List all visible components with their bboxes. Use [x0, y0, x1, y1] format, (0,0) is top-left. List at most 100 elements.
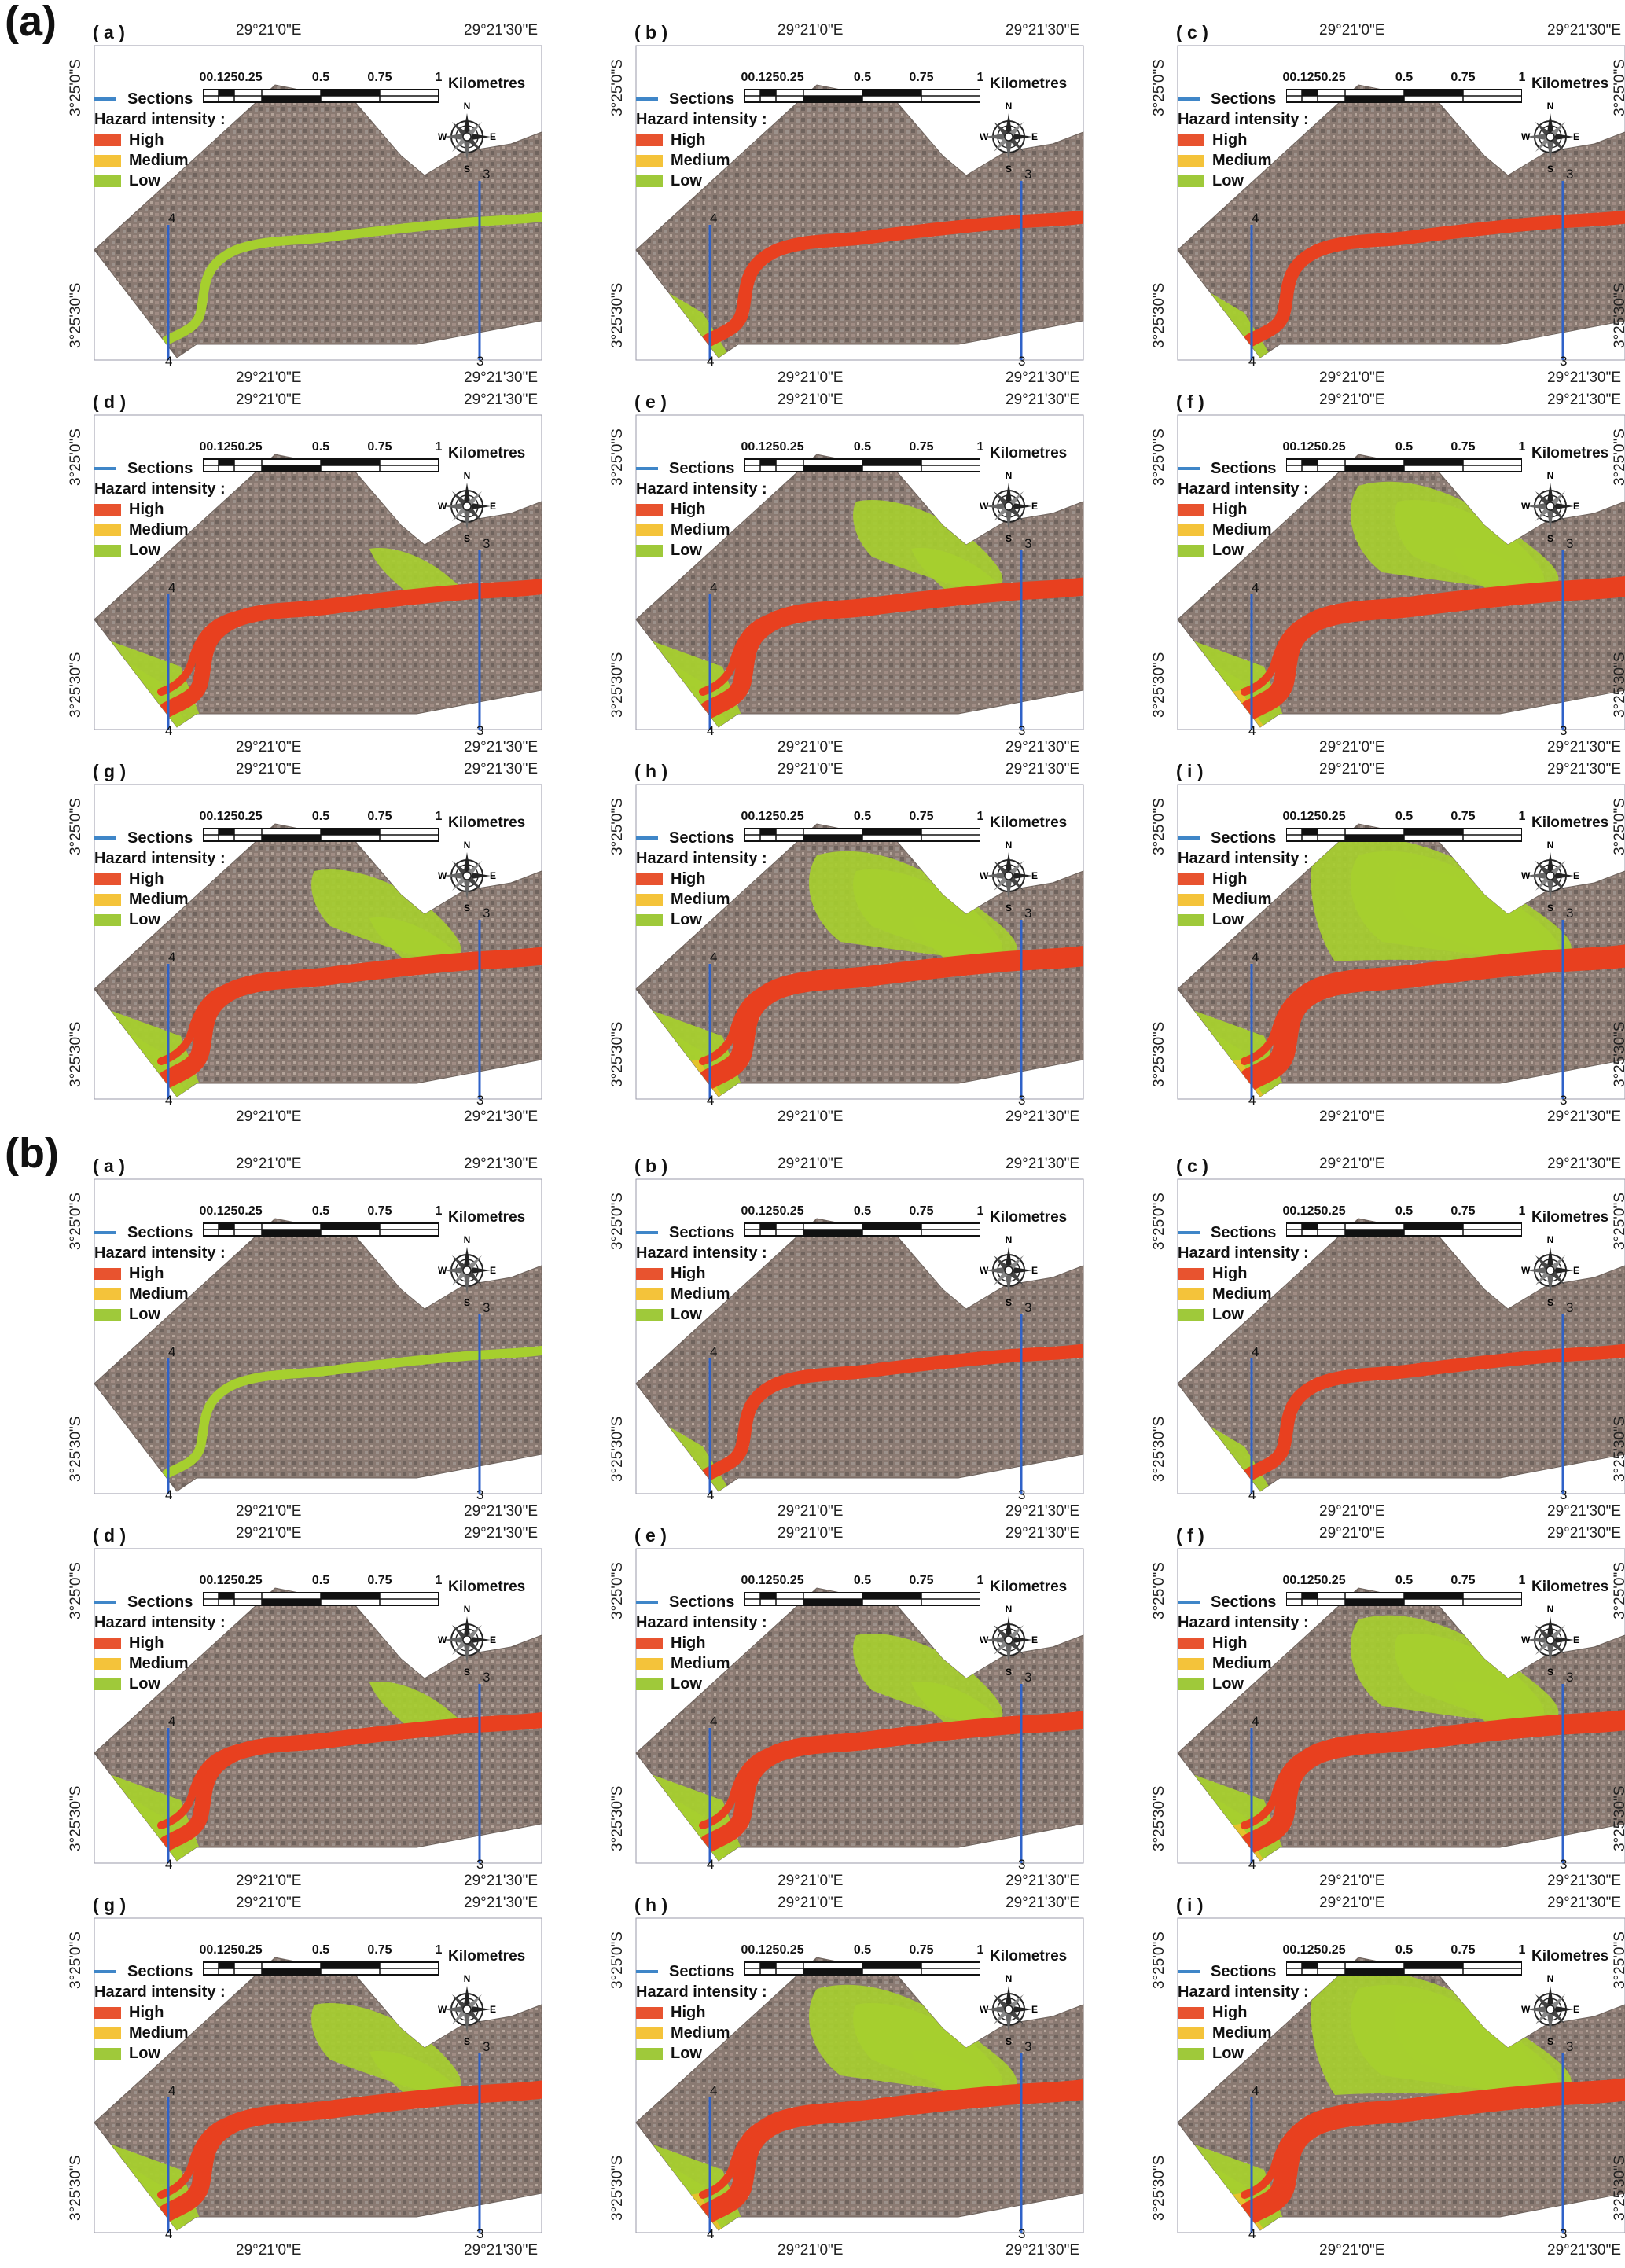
legend-label: Low [671, 2045, 702, 2062]
lat-left-bottom: 3°25'30"S [68, 1021, 84, 1087]
legend-item-low: Low [94, 171, 226, 191]
legend: Sections Hazard intensity : High Medium … [94, 1961, 226, 2064]
compass-w: W [1521, 131, 1531, 142]
scale-tick: 1 [976, 1943, 984, 1957]
flood-map [635, 1917, 1084, 2233]
legend: Sections Hazard intensity : High Medium … [636, 458, 767, 561]
legend-swatch [94, 1637, 121, 1649]
legend-swatch [94, 893, 121, 906]
low-hazard-zone-north [853, 1634, 1003, 1728]
compass-e: E [490, 131, 496, 142]
scale-tick: 0.75 [909, 1204, 934, 1218]
legend-swatch [636, 1308, 663, 1321]
scale-bar-graphic [1286, 1592, 1522, 1606]
section-4-bottom: 4 [1248, 723, 1256, 738]
legend-swatch [1178, 893, 1204, 906]
lon-bottom-right: 29°21'30"E [1006, 1873, 1080, 1889]
legend-item-medium: Medium [1178, 520, 1309, 540]
scale-tick: 1 [435, 1943, 443, 1957]
legend-swatch [94, 503, 121, 516]
section-line-swatch [1178, 97, 1200, 101]
scale-tick: 1 [435, 1574, 443, 1587]
flood-map [635, 414, 1084, 730]
compass-s: S [464, 164, 470, 173]
flood-map [94, 1178, 542, 1494]
low-hazard-zone-north-wide [809, 851, 1017, 961]
legend: Sections Hazard intensity : High Medium … [636, 89, 767, 191]
section-3-top: 3 [483, 2039, 491, 2054]
scale-tick: 1 [1518, 810, 1526, 823]
legend-sections-label: Sections [127, 460, 193, 477]
section-line-swatch [636, 836, 658, 840]
scale-tick: 0.1250.25 [206, 1574, 263, 1587]
legend-item-low: Low [636, 1304, 767, 1325]
section-line-swatch [94, 97, 116, 101]
scale-tick: 0.1250.25 [748, 440, 804, 454]
lat-right-top: 3°25'0"S [1612, 1932, 1625, 1989]
legend-item-high: High [636, 499, 767, 520]
legend-swatch [636, 1678, 663, 1690]
legend: Sections Hazard intensity : High Medium … [1178, 1961, 1309, 2064]
legend-title: Hazard intensity : [1178, 480, 1309, 498]
legend-sections: Sections [1178, 89, 1309, 109]
section-3-bottom: 3 [476, 354, 484, 369]
panel-label: ( g ) [93, 761, 127, 781]
compass-n: N [1547, 1604, 1554, 1615]
scale-tick: 0 [741, 71, 748, 84]
legend-sections-label: Sections [127, 1963, 193, 1980]
lat-left-top: 3°25'0"S [68, 428, 84, 486]
scale-bar-graphic [1286, 89, 1522, 103]
lat-left-top: 3°25'0"S [609, 1193, 626, 1250]
lat-left-top: 3°25'0"S [1151, 798, 1167, 855]
compass-e: E [1031, 1634, 1038, 1645]
river-high-hazard [157, 2080, 542, 2222]
legend: Sections Hazard intensity : High Medium … [1178, 1592, 1309, 1694]
lat-right-bottom: 3°25'30"S [1612, 652, 1625, 718]
lon-bottom-left: 29°21'0"E [778, 739, 844, 755]
legend-swatch [1178, 873, 1204, 885]
legend-sections: Sections [94, 828, 226, 848]
north-arrow-icon: N S W E [438, 101, 496, 173]
scale-tick: 0 [1282, 1574, 1290, 1587]
legend-sections-label: Sections [669, 90, 735, 108]
legend-label: High [129, 1634, 164, 1652]
legend-title: Hazard intensity : [94, 111, 226, 128]
section-4-top: 4 [168, 580, 176, 595]
section-line-swatch [636, 1601, 658, 1604]
scale-tick: 0.5 [311, 440, 330, 454]
scale-tick: 0.5 [1395, 440, 1414, 454]
legend-label: Medium [129, 521, 189, 539]
legend: Sections Hazard intensity : High Medium … [636, 828, 767, 930]
legend-sections-label: Sections [1211, 1593, 1277, 1611]
low-hazard-zone-north-wide [1351, 481, 1559, 592]
compass-s: S [1006, 1297, 1012, 1307]
north-arrow-icon: N S W E [1521, 1973, 1579, 2046]
legend-swatch [636, 175, 663, 187]
scale-tick: 0.5 [853, 810, 872, 823]
compass-w: W [1521, 2004, 1531, 2015]
section-4-bottom: 4 [707, 354, 715, 369]
section-4-top: 4 [1252, 2083, 1259, 2098]
legend-title: Hazard intensity : [94, 1244, 226, 1262]
compass-n: N [1547, 101, 1554, 112]
scale-tick: 0.1250.25 [1289, 810, 1346, 823]
legend-sections-label: Sections [127, 90, 193, 108]
compass-n: N [464, 840, 471, 851]
legend-item-low: Low [636, 2043, 767, 2064]
legend-label: Medium [671, 152, 730, 169]
section-4-top: 4 [1252, 1714, 1259, 1729]
scale-unit: Kilometres [1531, 75, 1609, 92]
map-panel: ( d ) 29°21'0"E 29°21'30"E 29°21'0"E 29°… [0, 384, 542, 765]
compass-s: S [464, 902, 470, 912]
lon-top-left: 29°21'0"E [778, 1156, 844, 1172]
flood-map [1177, 784, 1625, 1100]
legend-label: Low [1212, 542, 1244, 559]
river-high-hazard [1240, 576, 1625, 720]
section-3-bottom: 3 [1560, 1093, 1568, 1108]
panel-label: ( d ) [93, 391, 127, 412]
scale-tick: 0.5 [853, 440, 872, 454]
low-hazard-zone-north-max [1311, 836, 1572, 964]
lon-bottom-left: 29°21'0"E [236, 739, 302, 755]
lon-bottom-right: 29°21'30"E [464, 369, 539, 386]
legend-label: High [1212, 2004, 1248, 2021]
